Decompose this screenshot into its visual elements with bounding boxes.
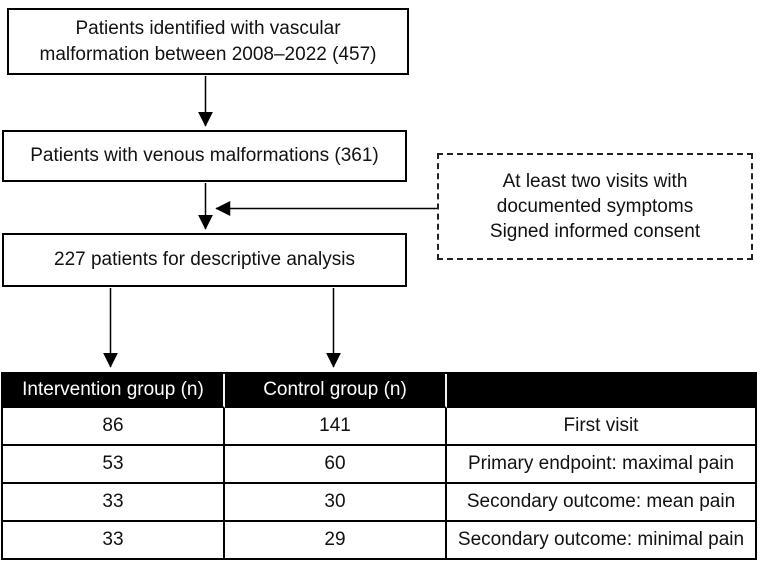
cell-label: Secondary outcome: minimal pain — [447, 522, 757, 560]
cell-control: 29 — [225, 522, 447, 560]
cell-label: Primary endpoint: maximal pain — [447, 446, 757, 484]
criteria-line-2: documented symptoms — [496, 195, 694, 217]
flow-box-venous: Patients with venous malformations (361) — [2, 130, 407, 182]
table-header-row: Intervention group (n) Control group (n) — [3, 374, 757, 408]
header-control-group: Control group (n) — [225, 374, 447, 408]
cell-control: 141 — [225, 408, 447, 446]
cell-control: 30 — [225, 484, 447, 522]
flow-box-identified-line-2: malformation between 2008–2022 (457) — [39, 43, 377, 65]
flow-box-identified-line-1: Patients identified with vascular — [75, 18, 341, 40]
flow-box-analysis-text: 227 patients for descriptive analysis — [54, 249, 355, 271]
table-row-secondary-minimal: 33 29 Secondary outcome: minimal pain — [3, 522, 757, 560]
criteria-line-3: Signed informed consent — [489, 221, 701, 243]
flow-box-descriptive-analysis: 227 patients for descriptive analysis — [2, 233, 407, 287]
cell-label: Secondary outcome: mean pain — [447, 484, 757, 522]
cell-intervention: 53 — [3, 446, 225, 484]
criteria-line-1: At least two visits with — [502, 170, 688, 192]
header-intervention-group: Intervention group (n) — [3, 374, 225, 408]
table-row-primary-endpoint: 53 60 Primary endpoint: maximal pain — [3, 446, 757, 484]
flow-box-identified: Patients identified with vascular malfor… — [7, 8, 409, 75]
cell-intervention: 33 — [3, 522, 225, 560]
table-row-secondary-mean: 33 30 Secondary outcome: mean pain — [3, 484, 757, 522]
cell-control: 60 — [225, 446, 447, 484]
cell-label: First visit — [447, 408, 757, 446]
cell-intervention: 33 — [3, 484, 225, 522]
table-row-first-visit: 86 141 First visit — [3, 408, 757, 446]
outcome-table: Intervention group (n) Control group (n)… — [1, 372, 757, 560]
flow-box-venous-text: Patients with venous malformations (361) — [30, 145, 379, 167]
flow-box-inclusion-criteria: At least two visits with documented symp… — [437, 153, 753, 260]
cell-intervention: 86 — [3, 408, 225, 446]
header-empty — [447, 374, 757, 408]
